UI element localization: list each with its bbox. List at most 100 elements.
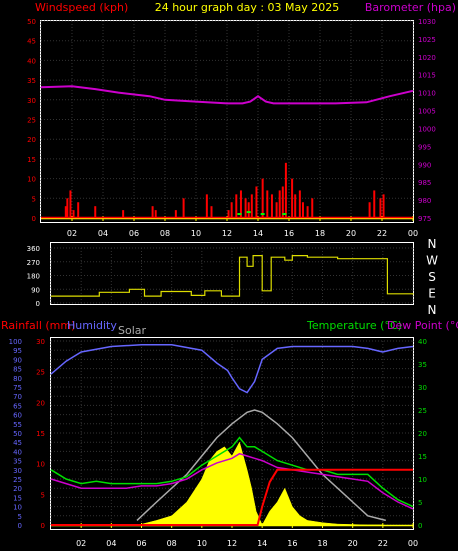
wind-panel-time-tick-label: 18 bbox=[315, 229, 325, 238]
solar-legend: Solar bbox=[118, 324, 147, 337]
barometer-tick-label: 980 bbox=[418, 197, 431, 205]
humidity-legend: Humidity bbox=[67, 319, 117, 332]
barometer-axis-title: Barometer (hpa) bbox=[365, 1, 456, 14]
temp-panel-time-tick-label: 04 bbox=[106, 539, 116, 548]
barometer-tick-label: 1025 bbox=[418, 36, 436, 44]
temp-panel-time-tick-label: 00 bbox=[408, 539, 418, 548]
rainfall-tick-label: 0 bbox=[41, 522, 45, 530]
windspeed-tick-label: 20 bbox=[27, 136, 36, 144]
direction-tick-label: 360 bbox=[27, 245, 40, 253]
wind-panel-time-tick-label: 04 bbox=[98, 229, 108, 238]
wind-panel-time-tick-label: 06 bbox=[129, 229, 139, 238]
temperature-tick-label: 35 bbox=[418, 361, 427, 369]
wind-panel-time-tick-label: 10 bbox=[191, 229, 201, 238]
temperature-tick-label: 20 bbox=[418, 430, 427, 438]
windspeed-tick-label: 40 bbox=[27, 57, 36, 65]
wind-panel-time-tick-label: 16 bbox=[284, 229, 294, 238]
humidity-tick-label: 30 bbox=[13, 467, 22, 475]
compass-label: W bbox=[426, 254, 438, 268]
windspeed-tick-label: 35 bbox=[27, 77, 36, 85]
temperature-tick-label: 30 bbox=[418, 384, 427, 392]
barometer-tick-label: 990 bbox=[418, 161, 431, 169]
rainfall-tick-label: 25 bbox=[36, 369, 45, 377]
humidity-tick-label: 45 bbox=[13, 439, 22, 447]
temp-panel-time-tick-label: 12 bbox=[227, 539, 237, 548]
temp-panel-time-tick-label: 16 bbox=[287, 539, 297, 548]
temp-panel-time-tick-label: 10 bbox=[197, 539, 207, 548]
direction-panel-frame bbox=[50, 242, 414, 305]
windspeed-tick-label: 5 bbox=[32, 195, 36, 203]
temperature-legend: Temperature (°C) bbox=[306, 319, 402, 332]
direction-tick-label: 90 bbox=[31, 286, 40, 294]
compass-label: N bbox=[428, 237, 437, 251]
rainfall-legend: Rainfall (mm) bbox=[1, 319, 75, 332]
barometer-tick-label: 975 bbox=[418, 215, 431, 223]
rainfall-tick-label: 30 bbox=[36, 338, 45, 346]
humidity-tick-label: 60 bbox=[13, 412, 22, 420]
barometer-tick-label: 1020 bbox=[418, 54, 436, 62]
temperature-panel-frame bbox=[50, 337, 414, 530]
barometer-tick-label: 995 bbox=[418, 143, 431, 151]
temp-panel-time-tick-label: 18 bbox=[317, 539, 327, 548]
temperature-tick-label: 25 bbox=[418, 407, 427, 415]
humidity-tick-label: 75 bbox=[13, 384, 22, 392]
wind-panel-time-tick-label: 20 bbox=[346, 229, 356, 238]
windspeed-tick-label: 30 bbox=[27, 97, 36, 105]
rainfall-tick-label: 15 bbox=[36, 430, 45, 438]
humidity-line bbox=[50, 343, 414, 394]
humidity-tick-label: 10 bbox=[13, 504, 22, 512]
temperature-tick-label: 5 bbox=[418, 499, 422, 507]
temp-panel-time-tick-label: 08 bbox=[167, 539, 177, 548]
humidity-tick-label: 20 bbox=[13, 485, 22, 493]
windspeed-tick-label: 50 bbox=[27, 18, 36, 26]
temperature-tick-label: 0 bbox=[418, 522, 422, 530]
humidity-tick-label: 100 bbox=[9, 338, 22, 346]
wind-panel-time-tick-label: 14 bbox=[253, 229, 263, 238]
compass-label: S bbox=[428, 270, 436, 284]
humidity-tick-label: 80 bbox=[13, 375, 22, 383]
humidity-tick-label: 85 bbox=[13, 366, 22, 374]
humidity-tick-label: 15 bbox=[13, 494, 22, 502]
humidity-tick-label: 25 bbox=[13, 476, 22, 484]
barometer-line bbox=[40, 85, 414, 105]
barometer-tick-label: 1005 bbox=[418, 108, 436, 116]
temperature-tick-label: 40 bbox=[418, 338, 427, 346]
humidity-tick-label: 70 bbox=[13, 393, 22, 401]
wind-direction-line bbox=[51, 255, 414, 297]
dewpoint-legend: Dew Point (°C) bbox=[387, 319, 458, 332]
wind-panel-time-tick-label: 08 bbox=[160, 229, 170, 238]
humidity-tick-label: 95 bbox=[13, 347, 22, 355]
rainfall-line bbox=[51, 468, 413, 526]
rainfall-tick-label: 10 bbox=[36, 461, 45, 469]
windspeed-tick-label: 10 bbox=[27, 176, 36, 184]
windspeed-tick-label: 45 bbox=[27, 38, 36, 46]
direction-tick-label: 270 bbox=[27, 259, 40, 267]
barometer-tick-label: 1000 bbox=[418, 125, 436, 133]
humidity-tick-label: 5 bbox=[18, 513, 22, 521]
rainfall-tick-label: 5 bbox=[41, 491, 45, 499]
dewpoint-line bbox=[50, 452, 414, 510]
temp-panel-time-tick-label: 22 bbox=[378, 539, 388, 548]
temp-panel-time-tick-label: 02 bbox=[76, 539, 86, 548]
wind-panel-time-tick-label: 12 bbox=[222, 229, 232, 238]
windspeed-tick-label: 25 bbox=[27, 117, 36, 125]
compass-label: E bbox=[428, 287, 436, 301]
temp-panel-time-tick-label: 06 bbox=[136, 539, 146, 548]
graph-title: 24 hour graph day : 03 May 2025 bbox=[155, 1, 340, 14]
windspeed-axis-title: Windspeed (kph) bbox=[35, 1, 128, 14]
solar-max-curve bbox=[136, 409, 386, 522]
humidity-tick-label: 55 bbox=[13, 421, 22, 429]
barometer-tick-label: 1015 bbox=[418, 72, 436, 80]
temperature-tick-label: 15 bbox=[418, 453, 427, 461]
wind-panel-time-tick-label: 22 bbox=[377, 229, 387, 238]
windspeed-tick-label: 15 bbox=[27, 156, 36, 164]
windspeed-tick-label: 0 bbox=[32, 215, 36, 223]
direction-tick-label: 180 bbox=[27, 273, 40, 281]
direction-tick-label: 0 bbox=[36, 300, 40, 308]
temp-panel-time-tick-label: 14 bbox=[257, 539, 267, 548]
wind-panel-time-tick-label: 00 bbox=[408, 229, 418, 238]
humidity-tick-label: 35 bbox=[13, 458, 22, 466]
humidity-tick-label: 90 bbox=[13, 356, 22, 364]
humidity-tick-label: 0 bbox=[18, 522, 22, 530]
